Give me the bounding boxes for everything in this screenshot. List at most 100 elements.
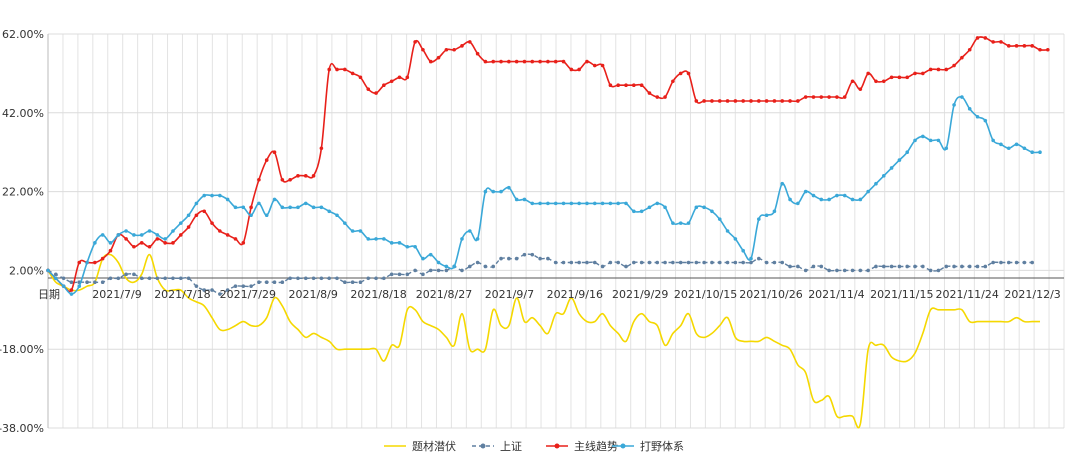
data-point <box>147 276 152 281</box>
legend-item[interactable]: 打野体系 <box>612 439 684 453</box>
legend-label: 题材潜伏 <box>412 439 456 453</box>
legend-item[interactable]: 主线趋势 <box>546 439 618 453</box>
data-point <box>178 221 183 225</box>
data-point <box>796 201 800 206</box>
x-tick-label: 2021/12/3 <box>1004 288 1060 301</box>
data-point <box>499 59 503 64</box>
x-tick-label: 2021/11/4 <box>808 288 864 301</box>
data-point <box>725 260 730 265</box>
data-point <box>327 209 331 214</box>
data-point <box>405 272 410 277</box>
data-point <box>788 197 792 202</box>
data-point <box>616 201 621 206</box>
data-point <box>108 248 113 253</box>
data-point <box>421 47 425 52</box>
data-point <box>725 229 730 233</box>
data-point <box>928 138 933 143</box>
data-point <box>218 193 222 198</box>
data-point <box>116 233 121 237</box>
data-point <box>835 95 839 99</box>
data-point <box>663 95 667 99</box>
data-point <box>436 260 441 265</box>
data-point <box>475 237 480 241</box>
data-point <box>905 264 910 269</box>
data-point <box>428 59 433 64</box>
data-point <box>288 177 292 182</box>
data-point <box>889 166 894 170</box>
data-point <box>913 138 917 143</box>
data-point <box>241 284 246 288</box>
data-point <box>647 91 652 95</box>
data-point <box>710 209 714 214</box>
data-point <box>405 244 410 249</box>
data-point <box>717 99 722 103</box>
data-point <box>647 205 652 210</box>
data-point <box>397 241 402 245</box>
series-lines <box>46 36 1050 429</box>
data-point <box>69 292 74 296</box>
data-point <box>249 284 253 288</box>
data-point <box>655 95 660 99</box>
data-point <box>514 197 519 202</box>
data-point <box>499 256 503 261</box>
data-point <box>592 260 597 265</box>
x-tick-label: 2021/9/29 <box>612 288 668 301</box>
data-point <box>671 260 675 265</box>
data-point <box>350 71 355 76</box>
data-point <box>69 288 74 292</box>
data-point <box>436 55 441 60</box>
data-point <box>647 260 652 265</box>
data-point <box>881 264 886 269</box>
legend-item[interactable]: 上证 <box>472 440 522 453</box>
data-point <box>921 71 925 76</box>
legend-item[interactable]: 题材潜伏 <box>384 439 456 453</box>
data-point <box>139 233 144 237</box>
data-point <box>772 209 777 214</box>
data-point <box>749 256 753 261</box>
data-point <box>811 264 816 269</box>
data-point <box>499 189 503 194</box>
data-point <box>741 99 745 103</box>
data-point <box>881 79 886 84</box>
data-point <box>967 47 972 52</box>
legend-label: 主线趋势 <box>574 439 618 453</box>
data-point <box>343 280 347 285</box>
data-point <box>358 280 363 285</box>
data-point <box>491 264 496 269</box>
data-point <box>928 268 933 273</box>
data-point <box>530 59 535 64</box>
data-point <box>233 237 238 241</box>
data-point <box>733 237 738 241</box>
data-point <box>335 276 339 281</box>
data-point <box>522 252 527 257</box>
data-point <box>132 272 136 277</box>
data-point <box>733 99 738 103</box>
data-point <box>530 201 535 206</box>
data-point <box>725 99 730 103</box>
data-point <box>522 197 527 202</box>
data-point <box>616 83 621 88</box>
x-tick-label: 2021/7/9 <box>92 288 141 301</box>
data-point <box>811 95 816 99</box>
data-point <box>686 71 691 76</box>
data-point <box>999 142 1003 147</box>
data-point <box>210 288 214 292</box>
data-point <box>569 260 574 265</box>
data-point <box>319 146 324 151</box>
data-point <box>975 36 980 40</box>
data-point <box>132 233 136 237</box>
data-point <box>936 268 941 273</box>
data-point <box>507 59 511 64</box>
data-point <box>944 146 949 151</box>
data-point <box>632 83 636 88</box>
data-point <box>694 205 699 210</box>
data-point <box>311 276 316 281</box>
data-point <box>694 260 699 265</box>
data-point <box>678 260 683 265</box>
data-point <box>874 264 878 269</box>
data-point <box>717 217 722 221</box>
data-point <box>171 229 175 233</box>
tick-labels: 62.00% 42.00% 22.00% 2.00% -18.00% -38.00% 日期 2… <box>0 28 1061 435</box>
data-point <box>850 79 855 84</box>
data-point <box>553 201 558 206</box>
